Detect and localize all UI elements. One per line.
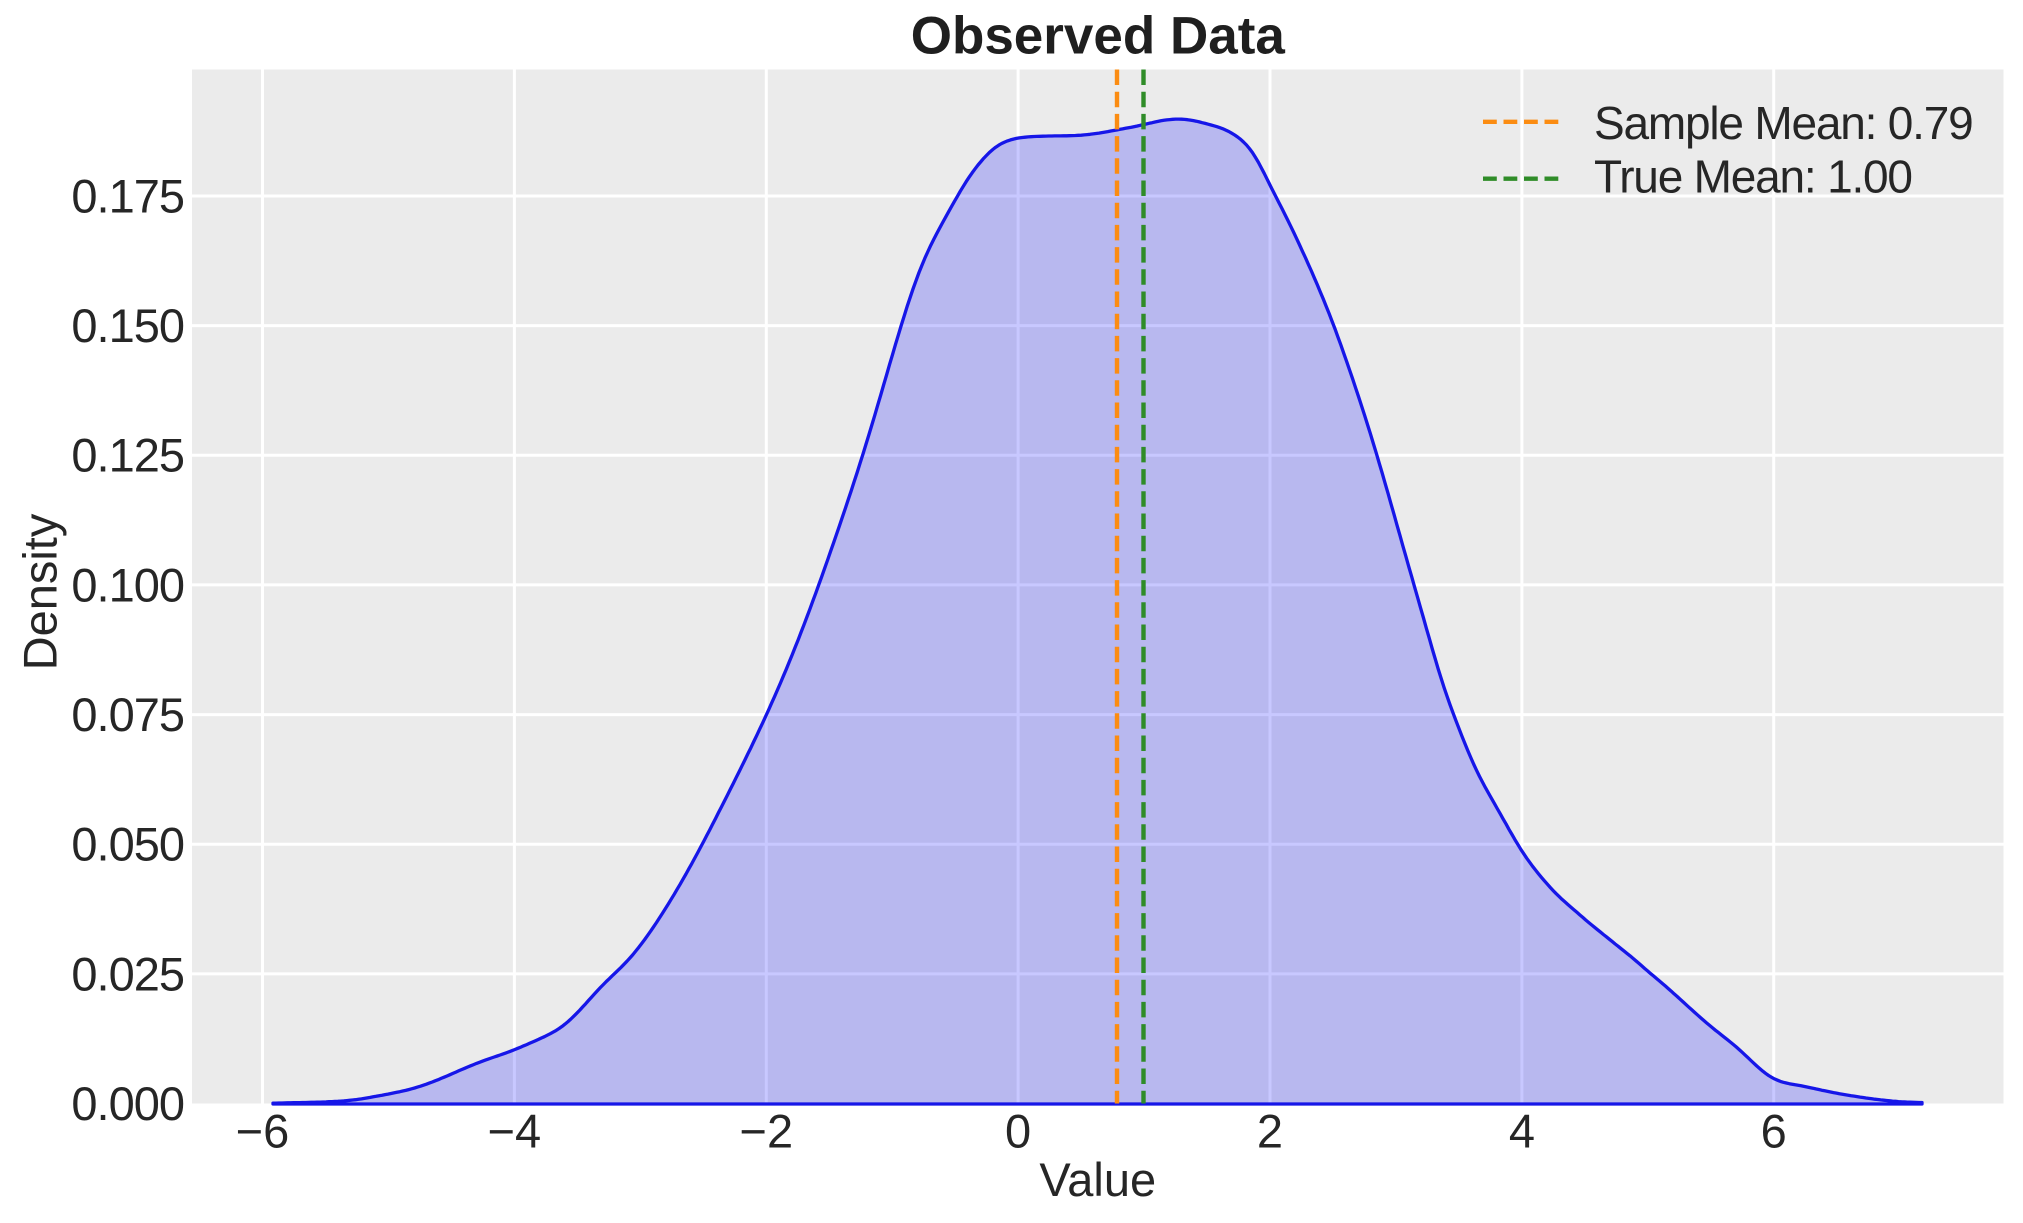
svg-text:6: 6 xyxy=(1761,1105,1787,1158)
svg-text:Value: Value xyxy=(1039,1153,1156,1206)
svg-text:2: 2 xyxy=(1257,1105,1283,1158)
svg-text:−2: −2 xyxy=(740,1105,794,1158)
svg-text:−6: −6 xyxy=(236,1105,290,1158)
svg-text:0.150: 0.150 xyxy=(71,299,184,352)
svg-text:0.075: 0.075 xyxy=(71,688,184,741)
svg-text:Density: Density xyxy=(14,513,67,670)
svg-text:0.050: 0.050 xyxy=(71,818,184,871)
svg-text:Observed Data: Observed Data xyxy=(911,7,1286,66)
svg-text:−4: −4 xyxy=(488,1105,542,1158)
svg-text:0.000: 0.000 xyxy=(71,1077,184,1130)
svg-text:0.025: 0.025 xyxy=(71,947,184,1000)
svg-text:4: 4 xyxy=(1509,1105,1535,1158)
svg-text:0.125: 0.125 xyxy=(71,429,184,482)
svg-text:0: 0 xyxy=(1005,1105,1031,1158)
svg-text:0.175: 0.175 xyxy=(71,169,184,222)
svg-text:0.100: 0.100 xyxy=(71,558,184,611)
svg-text:Sample Mean: 0.79: Sample Mean: 0.79 xyxy=(1594,97,1973,149)
svg-text:True Mean: 1.00: True Mean: 1.00 xyxy=(1594,151,1912,203)
